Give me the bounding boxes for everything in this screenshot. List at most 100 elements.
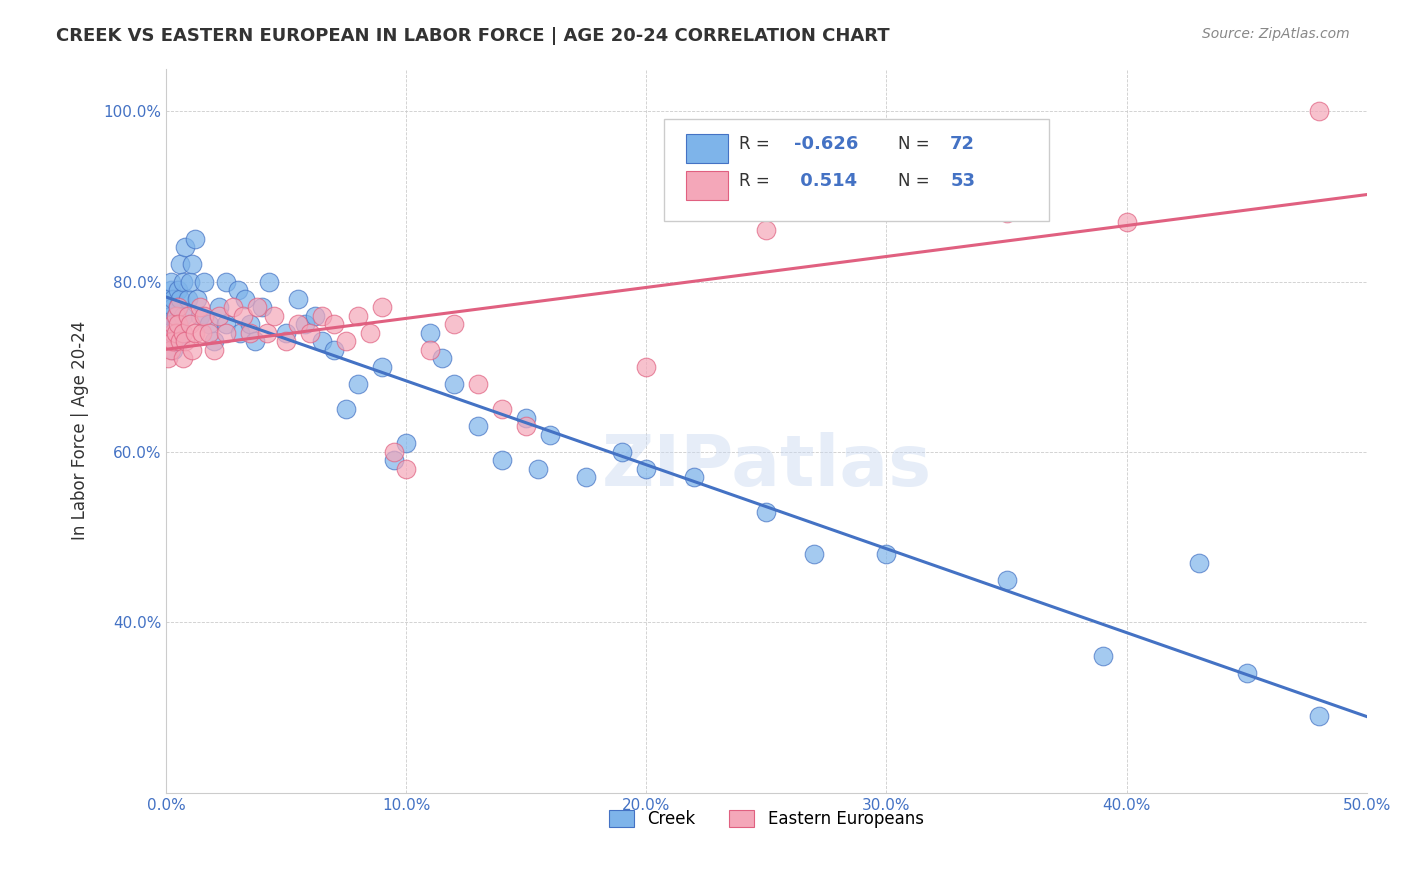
Point (165, 334, 187, 348)
Point (167, 300, 190, 314)
Point (347, 309, 370, 323)
Point (157, 317, 180, 331)
Point (467, 376, 489, 391)
Point (162, 326, 184, 340)
Point (311, 309, 333, 323)
Point (395, 462, 418, 476)
Point (167, 317, 190, 331)
Point (176, 309, 198, 323)
Point (198, 326, 221, 340)
Point (491, 453, 513, 467)
Point (430, 351, 453, 366)
Point (191, 326, 214, 340)
Point (162, 300, 184, 314)
Point (165, 309, 187, 323)
Point (159, 275, 181, 289)
Point (636, 462, 658, 476)
Point (612, 445, 634, 459)
Point (467, 419, 489, 434)
Text: N =: N = (898, 172, 935, 191)
FancyBboxPatch shape (664, 120, 1049, 220)
Point (215, 326, 238, 340)
Point (229, 326, 252, 340)
Text: 53: 53 (950, 172, 976, 191)
Point (239, 326, 262, 340)
Point (419, 326, 441, 340)
Text: ZIPatlas: ZIPatlas (602, 433, 931, 501)
Point (172, 309, 194, 323)
Point (1236, 666, 1258, 681)
Point (256, 326, 278, 340)
Point (193, 309, 215, 323)
Point (515, 410, 537, 425)
Point (169, 257, 191, 271)
Point (172, 326, 194, 340)
Point (162, 334, 184, 348)
Point (323, 343, 346, 357)
Point (157, 292, 180, 306)
Point (186, 292, 208, 306)
Point (162, 317, 184, 331)
Point (162, 334, 184, 348)
Point (202, 343, 225, 357)
Point (232, 309, 254, 323)
Point (179, 317, 201, 331)
Point (1188, 556, 1211, 570)
Point (167, 317, 190, 331)
Point (176, 292, 198, 306)
Point (157, 351, 180, 366)
Point (1308, 709, 1330, 723)
Point (215, 275, 238, 289)
Point (382, 445, 405, 459)
Point (159, 309, 181, 323)
Point (304, 309, 326, 323)
Point (167, 283, 190, 297)
Point (259, 275, 281, 289)
Point (323, 317, 346, 331)
Y-axis label: In Labor Force | Age 20-24: In Labor Force | Age 20-24 (72, 321, 89, 541)
Point (162, 292, 184, 306)
Point (188, 300, 211, 314)
Text: R =: R = (738, 172, 775, 191)
Point (371, 359, 394, 374)
Point (198, 317, 221, 331)
Point (246, 300, 269, 314)
Point (226, 283, 249, 297)
Point (995, 206, 1018, 220)
Point (755, 504, 778, 518)
Point (335, 334, 357, 348)
Point (755, 223, 778, 237)
Point (233, 292, 256, 306)
Point (193, 275, 215, 289)
Point (169, 334, 191, 348)
Point (491, 402, 513, 417)
Point (165, 309, 187, 323)
Point (1091, 649, 1114, 664)
Point (371, 300, 394, 314)
Point (995, 573, 1018, 587)
Point (162, 343, 184, 357)
Point (876, 189, 898, 203)
Point (250, 300, 273, 314)
Legend: Creek, Eastern Europeans: Creek, Eastern Europeans (603, 804, 931, 835)
Point (443, 317, 465, 331)
Point (359, 326, 381, 340)
Point (239, 317, 262, 331)
Point (527, 462, 550, 476)
Point (172, 351, 194, 366)
Point (162, 326, 184, 340)
Point (169, 292, 191, 306)
Text: -0.626: -0.626 (794, 135, 859, 153)
Point (636, 359, 658, 374)
Point (202, 334, 225, 348)
Point (1115, 215, 1137, 229)
Point (181, 257, 204, 271)
Text: 72: 72 (950, 135, 976, 153)
Point (274, 334, 297, 348)
Point (876, 547, 898, 561)
Point (347, 376, 370, 391)
Point (188, 309, 211, 323)
Point (159, 334, 181, 348)
Point (274, 326, 297, 340)
Point (287, 317, 309, 331)
